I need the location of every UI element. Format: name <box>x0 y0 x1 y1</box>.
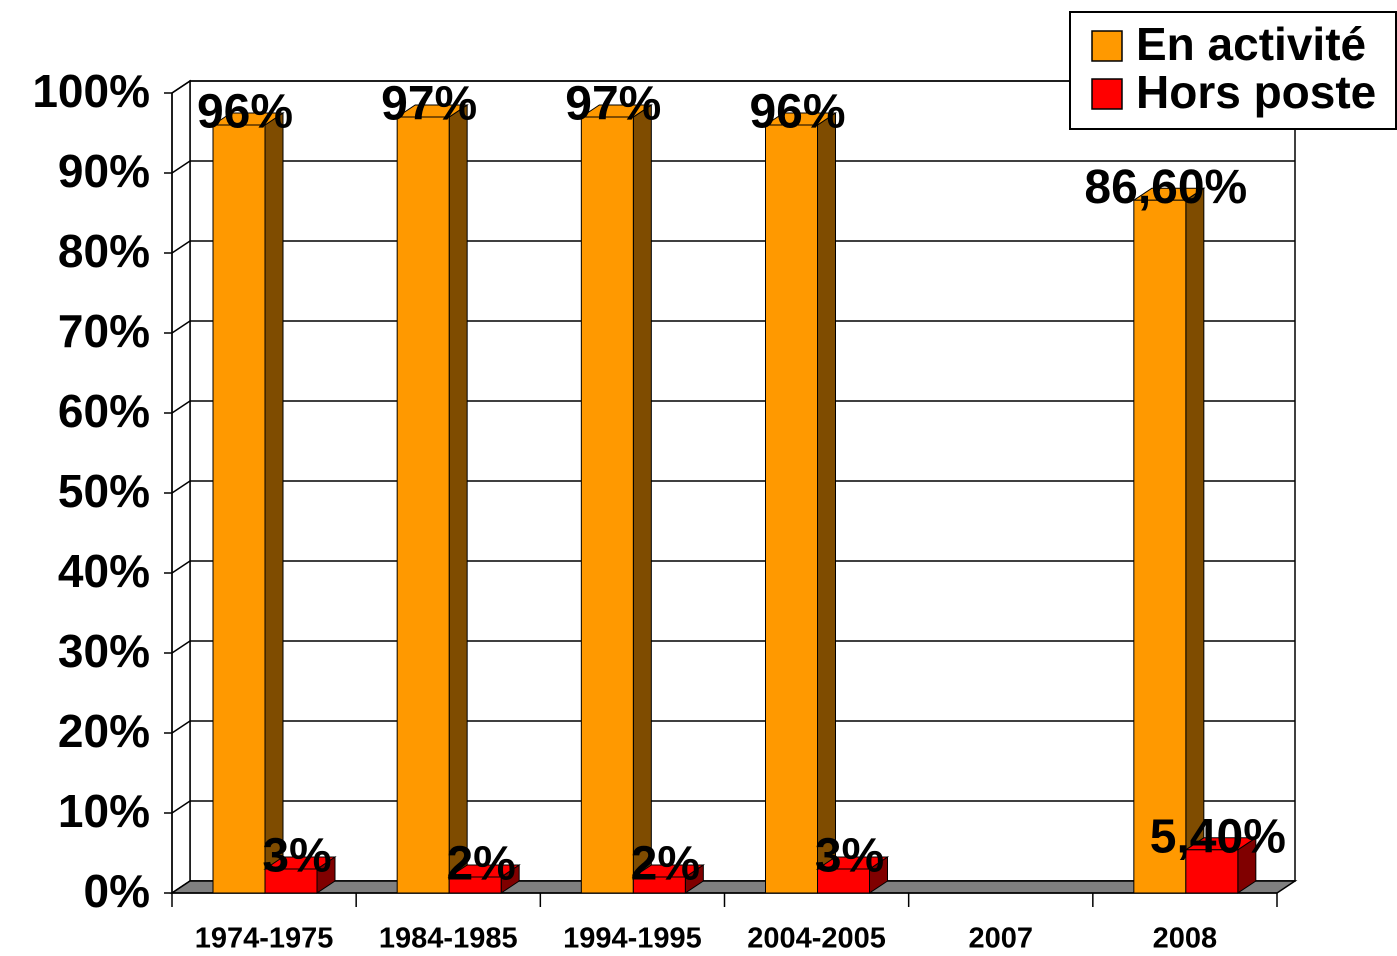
legend-label: En activité <box>1136 18 1366 70</box>
data-label: 5,40% <box>1150 810 1286 863</box>
y-tick-label: 30% <box>58 625 150 677</box>
y-tick-label: 80% <box>58 225 150 277</box>
x-tick-label: 1974-1975 <box>195 923 334 955</box>
grid-line <box>171 800 1295 814</box>
x-tick-label: 2008 <box>1153 923 1218 955</box>
y-tick-label: 90% <box>58 145 150 197</box>
data-label: 3% <box>262 830 331 883</box>
bar <box>765 124 818 894</box>
y-tick-label: 20% <box>58 705 150 757</box>
grid-line <box>171 560 1295 574</box>
bar <box>212 124 266 894</box>
legend-box <box>1069 11 1397 130</box>
y-tick-label: 50% <box>58 465 150 517</box>
bar-side <box>1185 187 1205 894</box>
y-tick-label: 0% <box>84 865 150 917</box>
y-tick-label: 60% <box>58 385 150 437</box>
legend-swatch <box>1091 30 1123 62</box>
data-label: 2% <box>446 838 515 891</box>
data-label: 3% <box>815 830 884 883</box>
grid-line <box>171 400 1295 414</box>
y-tick-label: 10% <box>58 785 150 837</box>
bar <box>396 116 450 894</box>
grid-line <box>171 480 1295 494</box>
x-tick-label: 2004-2005 <box>747 923 886 955</box>
x-tick-label: 1994-1995 <box>563 923 702 955</box>
bar <box>448 876 502 894</box>
bar-side <box>817 112 836 894</box>
y-tick-label: 70% <box>58 305 150 357</box>
data-label: 96% <box>197 86 293 139</box>
y-tick-label: 40% <box>58 545 150 597</box>
bar-side <box>264 112 284 894</box>
bar-side <box>448 104 468 894</box>
grid-line <box>171 640 1295 654</box>
bar-side <box>632 104 652 894</box>
legend-swatch <box>1091 78 1123 110</box>
grid-line <box>171 80 1295 94</box>
legend-label: Hors poste <box>1136 66 1376 118</box>
data-label: 96% <box>749 86 845 139</box>
bar <box>264 868 318 894</box>
grid-line <box>171 320 1295 334</box>
grid-line <box>171 240 1295 254</box>
x-tick-label: 2007 <box>968 923 1033 955</box>
data-label: 97% <box>565 78 661 131</box>
y-tick-label: 100% <box>32 65 150 117</box>
bar <box>1185 849 1239 894</box>
data-label: 97% <box>381 78 477 131</box>
bar <box>817 868 870 894</box>
bar <box>1133 199 1187 894</box>
grid-line <box>171 160 1295 174</box>
x-tick-label: 1984-1985 <box>379 923 518 955</box>
data-label: 86,60% <box>1084 161 1247 214</box>
grid-line <box>171 720 1295 734</box>
bar <box>632 876 686 894</box>
floor <box>169 880 1298 894</box>
bar <box>580 116 634 894</box>
data-label: 2% <box>631 838 700 891</box>
